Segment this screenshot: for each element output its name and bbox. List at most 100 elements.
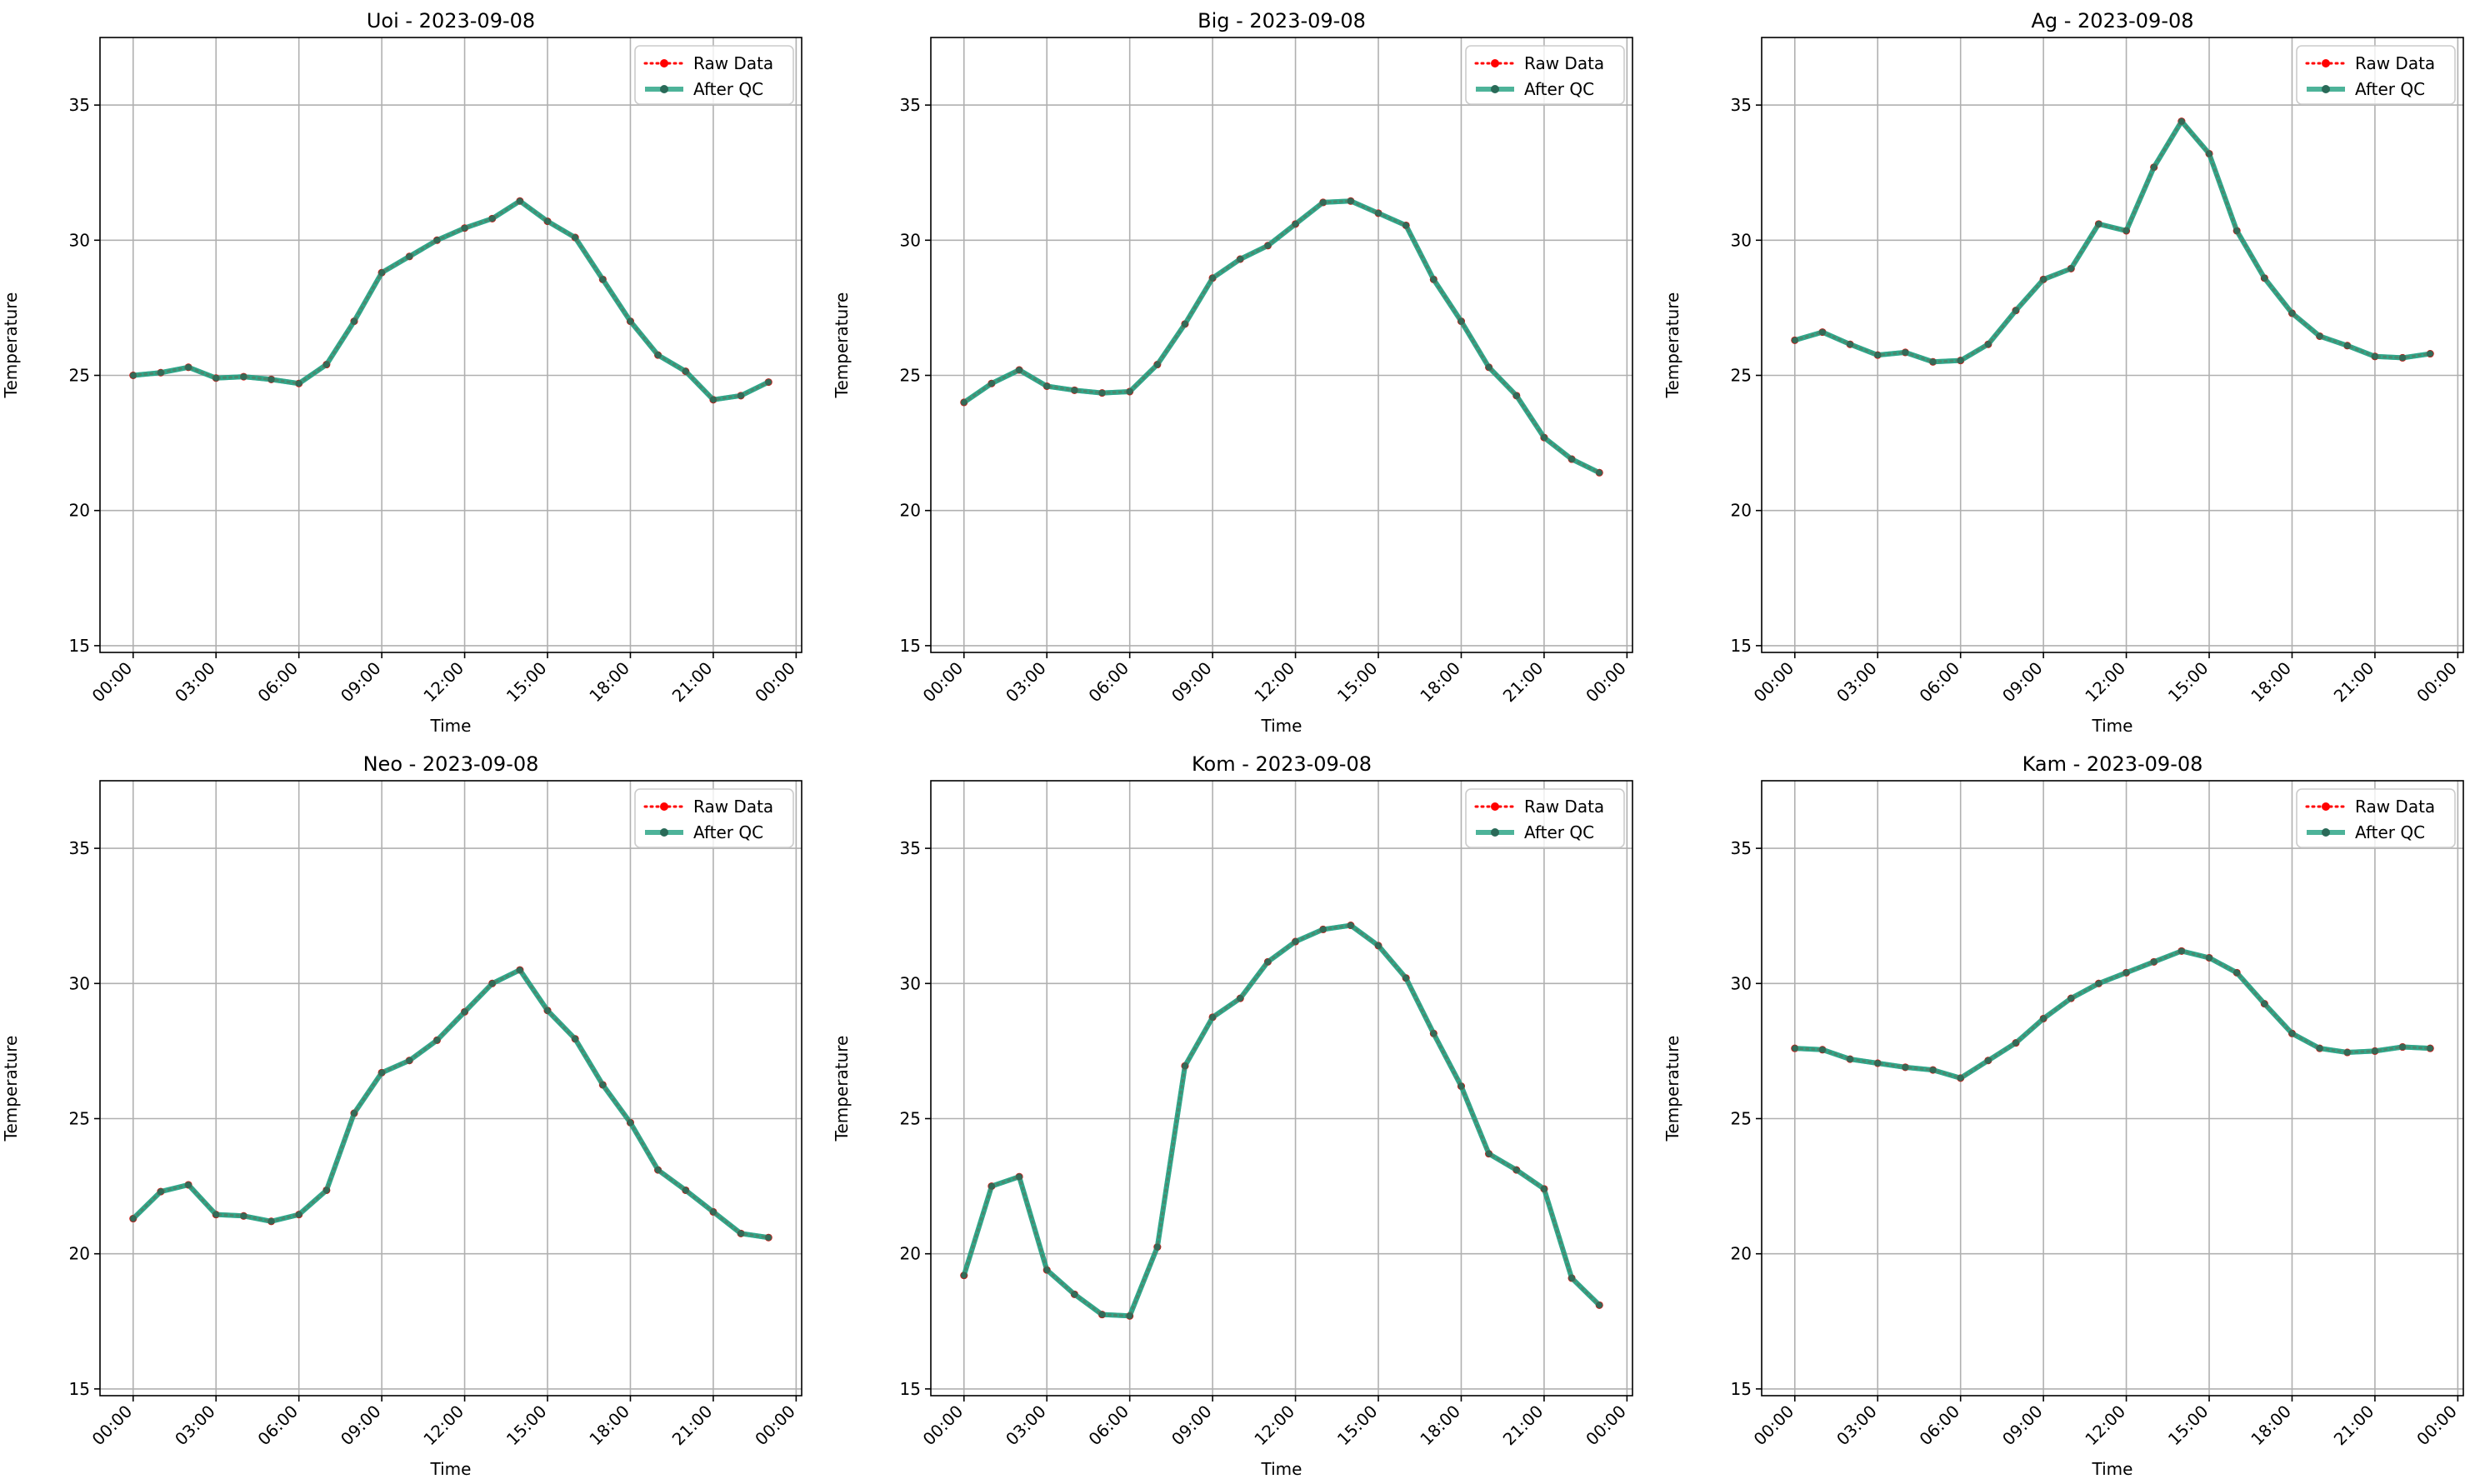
x-tick-label: 09:00 xyxy=(1168,1402,1216,1450)
after-qc-marker xyxy=(1209,274,1217,282)
after-qc-marker xyxy=(2233,227,2241,234)
y-tick-label: 35 xyxy=(1731,95,1752,115)
legend-raw-data-marker xyxy=(1491,59,1499,67)
after-qc-marker xyxy=(1347,197,1354,205)
series-line-after-qc-overlay xyxy=(961,198,1602,476)
legend-after-qc-label: After QC xyxy=(1524,822,1594,842)
legend: Raw Data After QC xyxy=(634,45,794,105)
legend-raw-data-label: Raw Data xyxy=(1524,53,1604,73)
x-tick-label: 00:00 xyxy=(2412,658,2461,707)
y-axis-label: Temperature xyxy=(1,292,21,399)
legend-raw-data-label: Raw Data xyxy=(1524,797,1604,817)
after-qc-marker xyxy=(2316,332,2323,340)
legend-after-qc-marker xyxy=(2322,828,2330,837)
after-qc-marker xyxy=(1264,958,1272,966)
after-qc-marker xyxy=(1984,1057,1992,1064)
after-qc-marker xyxy=(406,252,413,260)
x-tick-label: 03:00 xyxy=(1002,1402,1050,1450)
after-qc-marker xyxy=(406,1057,413,1064)
x-tick-label: 06:00 xyxy=(253,658,302,707)
after-qc-marker xyxy=(1016,1173,1023,1181)
x-tick-label: 18:00 xyxy=(2247,658,2295,707)
axes-frame xyxy=(930,780,1633,1397)
y-tick-label: 20 xyxy=(1731,1244,1752,1264)
after-qc-marker xyxy=(433,237,441,244)
after-qc-marker xyxy=(2288,1030,2296,1037)
legend-after-qc-label: After QC xyxy=(2355,79,2425,99)
after-qc-marker xyxy=(1319,926,1327,933)
after-qc-marker xyxy=(1292,938,1299,946)
axes-frame xyxy=(99,780,802,1397)
y-tick-label: 35 xyxy=(900,95,921,115)
legend-raw-data-label: Raw Data xyxy=(693,53,773,73)
after-qc-marker xyxy=(1375,209,1382,217)
after-qc-marker xyxy=(1596,469,1603,477)
after-qc-marker xyxy=(1181,320,1188,327)
series-line-after-qc-overlay xyxy=(1792,118,2433,365)
y-tick-label: 20 xyxy=(69,1244,90,1264)
x-tick-label: 15:00 xyxy=(502,1402,551,1450)
after-qc-marker xyxy=(268,376,275,383)
x-tick-label: 09:00 xyxy=(1168,658,1216,707)
x-tick-label: 00:00 xyxy=(88,658,137,707)
legend: Raw Data After QC xyxy=(1465,45,1625,105)
y-axis-label: Temperature xyxy=(1,1036,21,1142)
axes-frame xyxy=(930,37,1633,653)
after-qc-marker xyxy=(488,215,496,222)
series-line-after-qc xyxy=(961,198,1602,476)
after-qc-marker xyxy=(1458,317,1465,325)
after-qc-marker xyxy=(627,1119,634,1127)
y-tick-label: 30 xyxy=(69,973,90,993)
y-tick-label: 30 xyxy=(900,973,921,993)
after-qc-marker xyxy=(765,1234,772,1242)
after-qc-marker xyxy=(1540,434,1548,442)
after-qc-marker xyxy=(1237,256,1244,263)
after-qc-marker xyxy=(627,317,634,325)
x-tick-label: 09:00 xyxy=(1998,658,2047,707)
after-qc-marker xyxy=(544,217,552,225)
x-tick-label: 12:00 xyxy=(419,658,468,707)
x-tick-label: 03:00 xyxy=(171,1402,219,1450)
series-line-after-qc-overlay xyxy=(130,967,772,1241)
after-qc-marker xyxy=(1098,389,1106,397)
after-qc-marker xyxy=(2261,1000,2268,1007)
after-qc-marker xyxy=(157,369,164,377)
x-tick-label: 12:00 xyxy=(2081,1402,2129,1450)
after-qc-marker xyxy=(654,352,662,359)
y-tick-label: 25 xyxy=(69,1108,90,1128)
after-qc-marker xyxy=(1458,1082,1465,1090)
legend-raw-data-marker xyxy=(2322,802,2330,811)
after-qc-marker xyxy=(2427,350,2434,357)
after-qc-marker xyxy=(2150,958,2158,966)
chart-title: Neo - 2023-09-08 xyxy=(363,752,539,776)
after-qc-marker xyxy=(212,1211,220,1218)
legend-raw-data-marker xyxy=(1491,802,1499,811)
series-line-after-qc-overlay xyxy=(1792,948,2433,1081)
chart-panel: 00:00 03:00 06:00 09:00 12:00 15:00 18:00 21:00… xyxy=(1,752,802,1479)
after-qc-marker xyxy=(2206,954,2213,962)
x-tick-label: 00:00 xyxy=(1750,1402,1798,1450)
after-qc-marker xyxy=(765,378,772,386)
after-qc-marker xyxy=(988,1182,995,1190)
after-qc-marker xyxy=(2206,150,2213,157)
after-qc-marker xyxy=(2122,969,2130,977)
after-qc-marker xyxy=(2427,1045,2434,1052)
y-tick-label: 35 xyxy=(900,838,921,858)
after-qc-marker xyxy=(1292,220,1299,227)
after-qc-marker xyxy=(1430,1030,1438,1037)
x-tick-label: 00:00 xyxy=(919,1402,968,1450)
after-qc-marker xyxy=(268,1217,275,1225)
after-qc-marker xyxy=(1043,382,1051,390)
legend-after-qc-marker xyxy=(660,828,668,837)
x-tick-label: 18:00 xyxy=(1416,1402,1464,1450)
y-tick-label: 30 xyxy=(69,230,90,250)
after-qc-marker xyxy=(1071,1291,1078,1298)
x-tick-label: 15:00 xyxy=(1333,658,1382,707)
after-qc-marker xyxy=(2150,163,2158,171)
y-tick-label: 25 xyxy=(1731,1108,1752,1128)
x-tick-label: 21:00 xyxy=(2330,658,2378,707)
y-tick-label: 20 xyxy=(900,1244,921,1264)
chart-panel: 00:00 03:00 06:00 09:00 12:00 15:00 18:00 21:00… xyxy=(832,9,1633,736)
after-qc-marker xyxy=(2343,342,2351,349)
